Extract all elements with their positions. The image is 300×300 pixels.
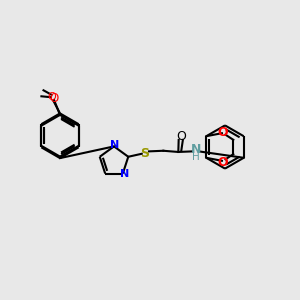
Text: S: S xyxy=(140,147,149,160)
Text: O: O xyxy=(217,155,227,169)
Text: H: H xyxy=(192,152,200,162)
Text: N: N xyxy=(110,140,119,150)
Text: O: O xyxy=(47,92,56,102)
Text: N: N xyxy=(120,169,129,179)
Text: N: N xyxy=(190,143,201,156)
Text: O: O xyxy=(176,130,186,143)
Text: O: O xyxy=(49,92,58,105)
Text: O: O xyxy=(217,125,227,139)
